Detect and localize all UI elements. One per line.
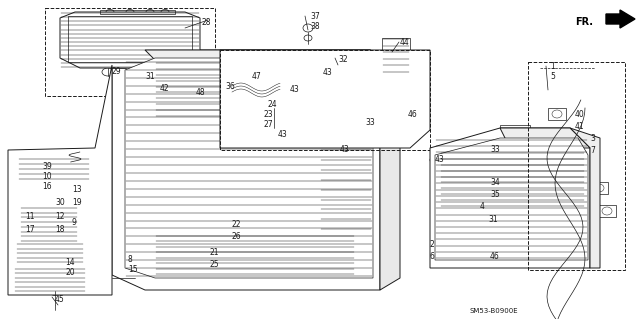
Polygon shape	[145, 50, 380, 60]
Text: 10: 10	[42, 172, 52, 181]
Text: 4: 4	[480, 202, 485, 211]
Text: 37: 37	[310, 12, 320, 21]
Bar	[578, 158, 596, 170]
Bar	[468, 170, 490, 188]
Text: 9: 9	[72, 218, 77, 227]
Polygon shape	[60, 12, 200, 68]
Text: 38: 38	[310, 22, 319, 31]
Text: 31: 31	[488, 215, 498, 224]
Text: 30: 30	[55, 198, 65, 207]
Bar	[563, 132, 581, 144]
Bar	[590, 182, 608, 194]
Text: 33: 33	[490, 145, 500, 154]
Text: 45: 45	[55, 295, 65, 304]
Text: 22: 22	[232, 220, 241, 229]
Bar	[45, 8, 215, 96]
Text: 43: 43	[290, 85, 300, 94]
Text: 11: 11	[25, 212, 35, 221]
Text: 34: 34	[490, 178, 500, 187]
Bar	[20, 226, 78, 242]
Polygon shape	[500, 128, 590, 148]
Polygon shape	[112, 50, 380, 290]
Polygon shape	[220, 50, 430, 148]
Bar	[16, 243, 84, 263]
Text: 17: 17	[25, 225, 35, 234]
Bar	[155, 235, 355, 275]
Bar	[382, 38, 410, 73]
Text: 46: 46	[408, 110, 418, 119]
Bar	[320, 120, 372, 230]
Text: 29: 29	[112, 67, 122, 76]
Text: 43: 43	[340, 145, 349, 154]
Polygon shape	[606, 10, 635, 28]
Text: SM53-B0900E: SM53-B0900E	[470, 308, 518, 314]
Text: 6: 6	[430, 252, 435, 261]
Text: 12: 12	[55, 212, 65, 221]
Bar	[500, 125, 530, 145]
Text: 39: 39	[42, 162, 52, 171]
Text: 48: 48	[196, 88, 205, 97]
Text: 43: 43	[278, 130, 288, 139]
Text: 20: 20	[65, 268, 75, 277]
Text: 18: 18	[55, 225, 65, 234]
Text: 33: 33	[365, 118, 375, 127]
Text: 15: 15	[128, 265, 138, 274]
Text: 19: 19	[72, 198, 82, 207]
Text: 43: 43	[323, 68, 333, 77]
Text: 13: 13	[72, 185, 82, 194]
Bar	[598, 205, 616, 217]
Text: 40: 40	[575, 110, 585, 119]
Text: 41: 41	[575, 122, 584, 131]
Text: 23: 23	[263, 110, 273, 119]
Text: 5: 5	[550, 72, 555, 81]
Text: 21: 21	[210, 248, 220, 257]
Text: 28: 28	[202, 18, 211, 27]
Text: 42: 42	[160, 84, 170, 93]
Polygon shape	[570, 128, 600, 268]
Text: 24: 24	[268, 100, 278, 109]
Bar	[155, 62, 325, 117]
Bar	[468, 190, 486, 204]
Polygon shape	[8, 65, 112, 295]
Bar	[440, 152, 585, 207]
Polygon shape	[125, 58, 373, 278]
Bar	[548, 108, 566, 120]
Bar	[248, 68, 270, 106]
Text: 47: 47	[252, 72, 262, 81]
Text: 27: 27	[263, 120, 273, 129]
Text: 46: 46	[490, 252, 500, 261]
Polygon shape	[370, 50, 400, 290]
Text: 14: 14	[65, 258, 75, 267]
Bar	[365, 115, 385, 133]
Text: 31: 31	[145, 72, 155, 81]
Text: 2: 2	[430, 240, 435, 249]
Polygon shape	[435, 138, 588, 260]
Bar	[14, 268, 86, 292]
Text: 44: 44	[400, 38, 410, 47]
Text: 7: 7	[590, 146, 595, 155]
Text: 16: 16	[42, 182, 52, 191]
Text: 43: 43	[435, 155, 445, 164]
Text: 35: 35	[490, 190, 500, 199]
Text: 36: 36	[225, 82, 235, 91]
Text: 3: 3	[590, 134, 595, 143]
Text: 32: 32	[338, 55, 348, 64]
Bar	[18, 158, 90, 180]
Text: FR.: FR.	[575, 17, 593, 27]
Text: 1: 1	[550, 62, 555, 71]
Bar	[265, 98, 283, 128]
Text: 25: 25	[210, 260, 220, 269]
Text: 8: 8	[128, 255, 132, 264]
Polygon shape	[430, 128, 590, 268]
Text: 26: 26	[232, 232, 242, 241]
Bar	[20, 207, 78, 223]
